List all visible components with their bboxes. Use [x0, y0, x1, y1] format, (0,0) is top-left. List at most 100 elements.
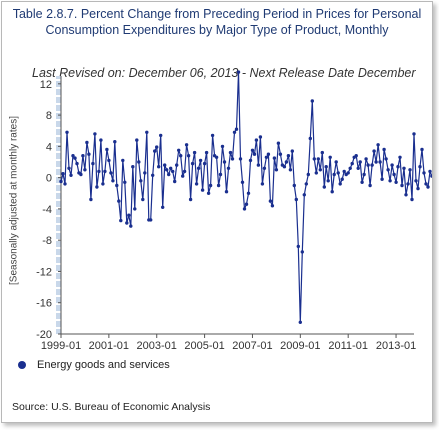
- data-point: [181, 174, 185, 178]
- y-axis-band-stripe: [56, 247, 61, 249]
- data-point: [89, 197, 93, 202]
- data-point: [232, 130, 237, 134]
- legend[interactable]: Energy goods and services: [18, 359, 170, 371]
- data-point: [314, 171, 318, 175]
- data-point: [175, 163, 179, 167]
- x-tick-label: 2001-01: [89, 340, 129, 352]
- data-point: [396, 165, 400, 169]
- data-point: [71, 154, 75, 158]
- data-point: [398, 155, 402, 159]
- data-point: [288, 168, 293, 172]
- data-point: [420, 147, 424, 152]
- data-point: [139, 179, 143, 183]
- data-point: [67, 166, 71, 170]
- data-point: [284, 160, 289, 164]
- data-point: [208, 183, 213, 188]
- data-point: [334, 160, 338, 164]
- y-axis-band-stripe: [56, 183, 61, 185]
- data-point: [111, 179, 115, 183]
- data-point: [332, 172, 336, 177]
- y-axis-band-stripe: [56, 95, 61, 97]
- data-point: [113, 140, 117, 144]
- data-point: [294, 197, 298, 202]
- data-point: [91, 161, 95, 166]
- data-point: [153, 149, 157, 153]
- data-point: [93, 132, 97, 136]
- data-point: [204, 150, 209, 155]
- data-point: [240, 180, 245, 184]
- y-axis-band-stripe: [56, 151, 61, 153]
- data-point: [402, 166, 406, 170]
- x-tick-label: 2007-01: [232, 340, 272, 352]
- data-point: [105, 147, 109, 152]
- data-point: [400, 183, 404, 188]
- data-point: [143, 171, 147, 175]
- y-axis-band-stripe: [56, 127, 61, 129]
- data-point: [87, 152, 91, 156]
- y-axis-band-stripe: [56, 319, 61, 321]
- data-point: [256, 163, 261, 167]
- data-point: [242, 207, 247, 211]
- data-point: [79, 172, 83, 177]
- data-point: [127, 213, 131, 217]
- data-point: [276, 141, 281, 145]
- chart-subtitle: Last Revised on: December 06, 2013 - Nex…: [32, 66, 416, 80]
- data-point: [125, 221, 129, 225]
- y-axis-band-stripe: [56, 327, 61, 329]
- data-point: [392, 172, 396, 177]
- data-point: [308, 136, 312, 141]
- data-point: [119, 218, 123, 223]
- data-point: [131, 165, 135, 169]
- data-point: [368, 183, 372, 188]
- data-point: [65, 130, 69, 134]
- data-point: [161, 205, 165, 209]
- data-point: [246, 191, 251, 195]
- data-point: [59, 179, 63, 184]
- data-point: [296, 244, 300, 249]
- y-axis-band-stripe: [56, 271, 61, 273]
- y-tick-label: -20: [36, 329, 52, 341]
- data-point: [230, 157, 235, 161]
- data-point: [272, 156, 277, 160]
- data-point: [356, 166, 360, 170]
- data-point: [384, 157, 388, 161]
- data-point: [278, 152, 283, 156]
- data-point: [262, 166, 267, 170]
- data-point: [268, 199, 273, 203]
- x-tick-label: 1999-01: [41, 340, 81, 352]
- data-point: [171, 169, 175, 174]
- data-point: [200, 188, 205, 192]
- data-point: [192, 150, 197, 155]
- y-axis-band-stripe: [56, 263, 61, 265]
- data-point: [182, 169, 187, 174]
- data-point: [404, 193, 408, 197]
- chart-frame: Table 2.8.7. Percent Change from Precedi…: [1, 1, 433, 423]
- y-axis-band-stripe: [56, 79, 61, 81]
- data-point: [254, 138, 259, 142]
- data-point: [326, 179, 330, 183]
- data-point: [312, 157, 316, 161]
- data-point: [388, 179, 392, 183]
- data-point: [382, 147, 386, 152]
- y-axis-band-stripe: [56, 119, 61, 121]
- data-point: [316, 157, 320, 161]
- y-axis-band-stripe: [56, 287, 61, 289]
- data-point: [282, 165, 287, 169]
- data-point: [412, 132, 416, 136]
- y-axis-band-stripe: [56, 159, 61, 161]
- y-axis-band-stripe: [56, 191, 61, 193]
- data-point: [318, 168, 322, 172]
- data-point: [159, 133, 163, 138]
- data-point: [360, 180, 364, 184]
- y-axis-band-stripe: [56, 167, 61, 169]
- data-point: [350, 161, 354, 166]
- data-point: [184, 143, 189, 147]
- data-point: [190, 161, 195, 166]
- data-point: [218, 172, 223, 177]
- y-axis-band-stripe: [56, 303, 61, 305]
- legend-label-energy: Energy goods and services: [37, 359, 170, 371]
- y-tick-label: 4: [46, 141, 52, 153]
- y-axis-band-stripe: [56, 207, 61, 209]
- data-point: [370, 163, 374, 167]
- data-point: [428, 169, 432, 174]
